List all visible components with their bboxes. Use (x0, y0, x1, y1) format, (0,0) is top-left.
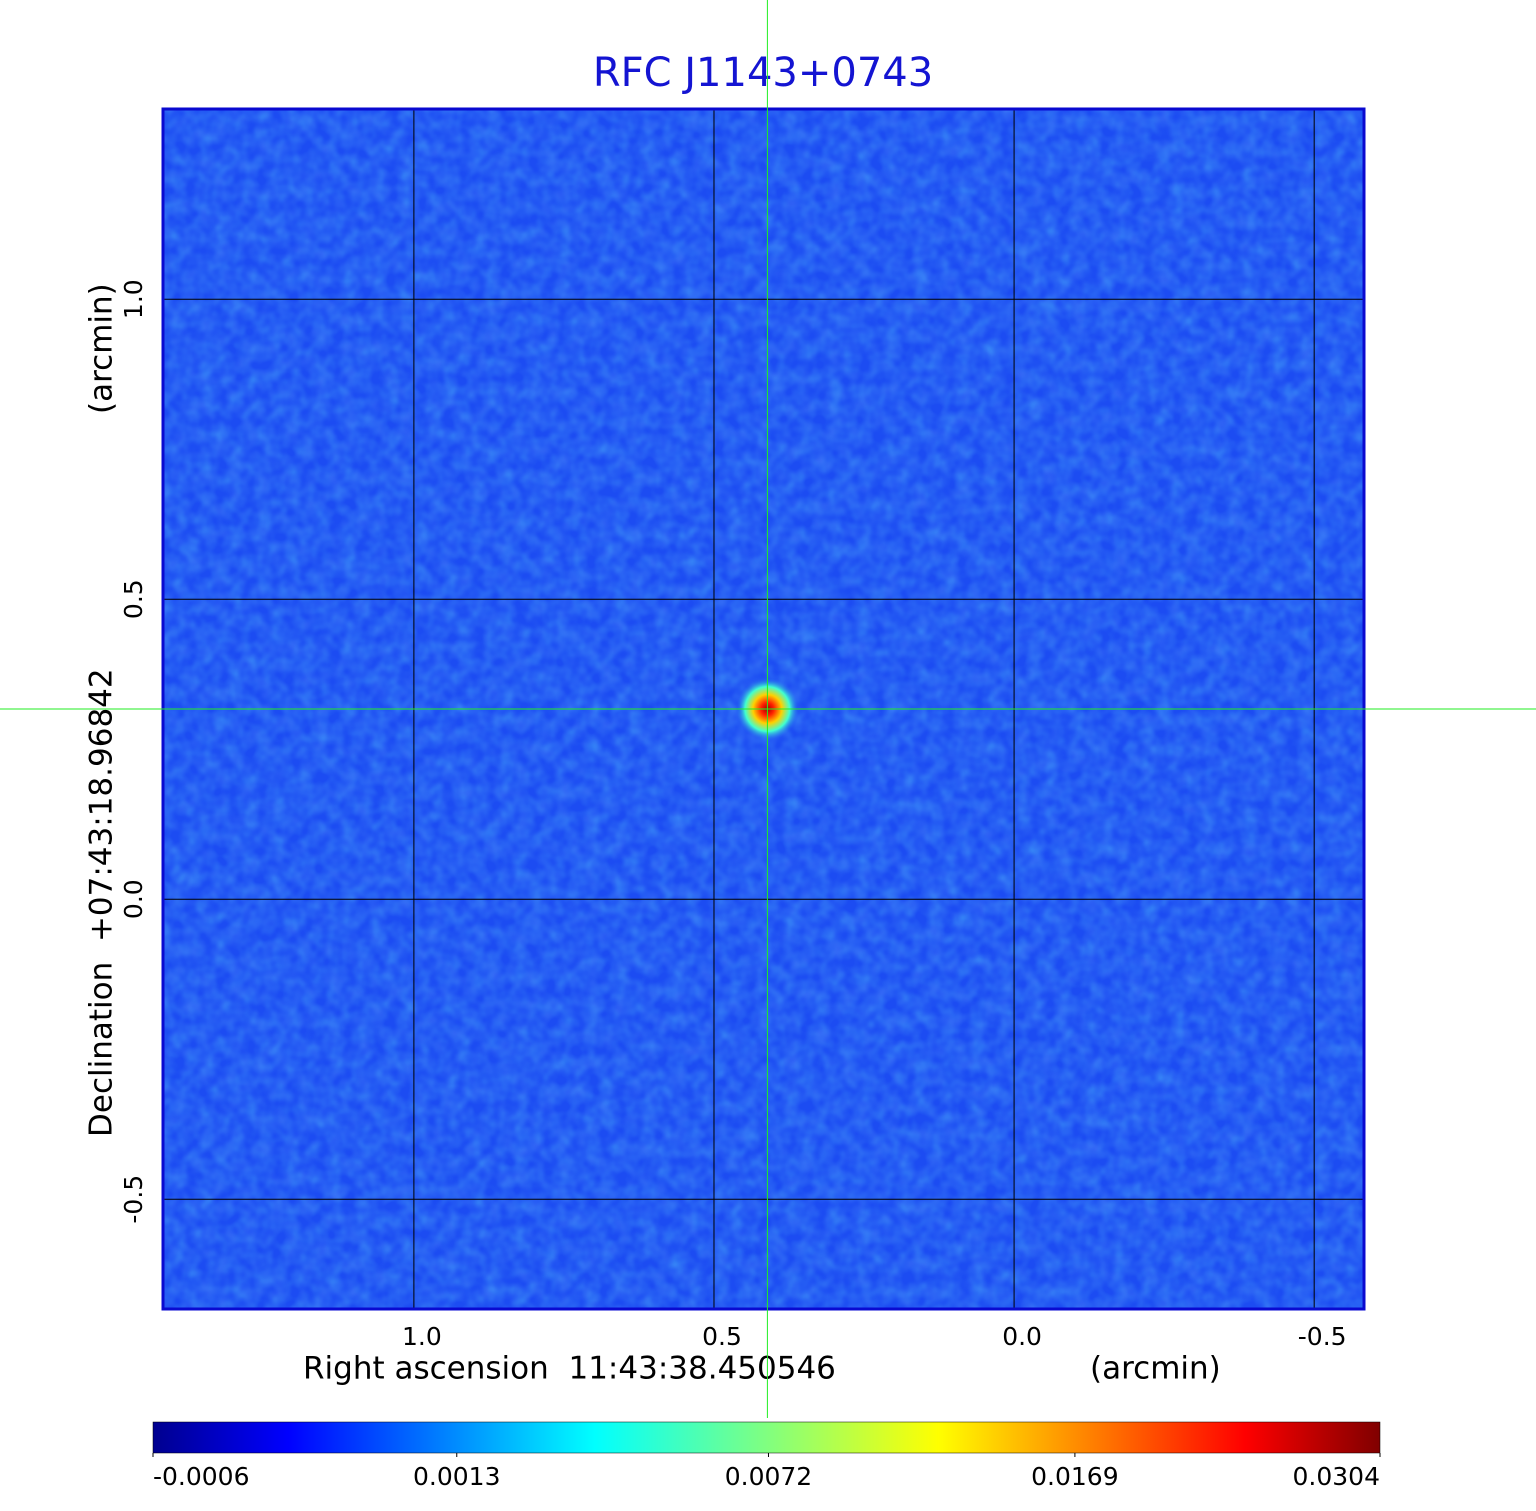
colorbar (152, 1421, 1381, 1454)
y-tick-label: 1.0 (119, 279, 148, 319)
x-tick-label: -0.5 (1298, 1322, 1347, 1351)
colorbar-tick-label: 0.0169 (1031, 1462, 1118, 1491)
x-tick-label: 1.0 (402, 1322, 442, 1351)
colorbar-tick-label: -0.0006 (153, 1462, 250, 1491)
y-tick-label: 0.0 (119, 879, 148, 919)
x-axis-unit: (arcmin) (1090, 1351, 1221, 1387)
y-tick-label: -0.5 (119, 1175, 148, 1224)
colorbar-tick-label: 0.0072 (725, 1462, 812, 1491)
y-axis-label: Declination +07:43:18.96842 (84, 668, 120, 1137)
y-tick-label: 0.5 (119, 579, 148, 619)
y-axis-unit: (arcmin) (84, 283, 120, 414)
colorbar-tick-label: 0.0304 (1293, 1462, 1380, 1491)
colorbar-tick-label: 0.0013 (413, 1462, 500, 1491)
x-axis-label: Right ascension 11:43:38.450546 (303, 1351, 836, 1387)
x-tick-label: 0.5 (702, 1322, 742, 1351)
chart-title: RFC J1143+0743 (593, 50, 933, 96)
x-tick-label: 0.0 (1002, 1322, 1042, 1351)
